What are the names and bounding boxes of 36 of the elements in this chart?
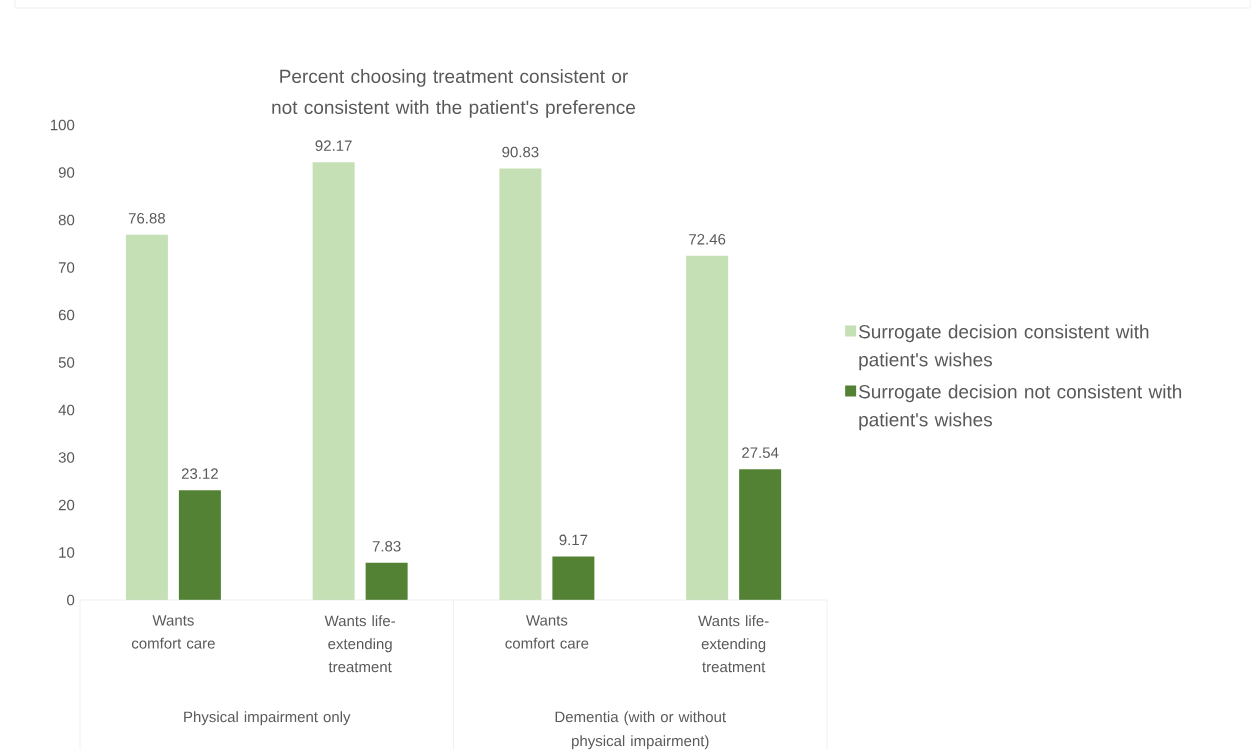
y-tick-label: 0 [67, 594, 75, 606]
x-tick-label: Wants comfort care [131, 615, 215, 649]
y-tick-label: 60 [58, 309, 75, 321]
x-tick-label: Wants life-extending treatment [324, 615, 396, 673]
y-tick-label: 80 [58, 214, 75, 226]
y-tick-label: 70 [58, 262, 75, 273]
y-tick-label: 90 [58, 167, 75, 178]
data-label: 90.83 [502, 146, 539, 158]
y-tick-label: 50 [58, 357, 75, 368]
bar [686, 255, 729, 600]
data-label: 72.46 [689, 233, 726, 245]
data-label: 76.88 [128, 212, 165, 224]
data-label: 92.17 [315, 140, 352, 151]
legend-label: Surrogate decision not consistent with patient's wishes [858, 384, 1182, 431]
legend-label: Surrogate decision consistent with patient's wishes [858, 324, 1149, 371]
data-label: 7.83 [372, 540, 401, 552]
bar [125, 234, 168, 600]
y-tick-label: 30 [58, 452, 75, 463]
y-tick-label: 100 [50, 119, 75, 131]
bar [499, 168, 542, 600]
bar [178, 490, 221, 600]
chart-title: Percent choosing treatment consistent or not consistent with the patient's preference [272, 69, 636, 118]
y-tick-label: 40 [58, 404, 75, 416]
bar [365, 562, 408, 600]
text: Physical impairment only [184, 711, 351, 726]
y-tick-label: 20 [58, 499, 75, 511]
data-label: 9.17 [559, 534, 588, 546]
x-tick-label: Wants comfort care [505, 615, 589, 649]
data-label: 27.54 [742, 447, 779, 458]
y-tick-label: 10 [59, 547, 75, 558]
bar [552, 556, 595, 600]
bar [312, 162, 355, 600]
bar [739, 469, 782, 600]
x-tick-label: Wants life-extending treatment [698, 615, 769, 673]
text: Dementia (with or without physical impairment) [555, 711, 726, 750]
data-label: 23.12 [181, 468, 218, 479]
